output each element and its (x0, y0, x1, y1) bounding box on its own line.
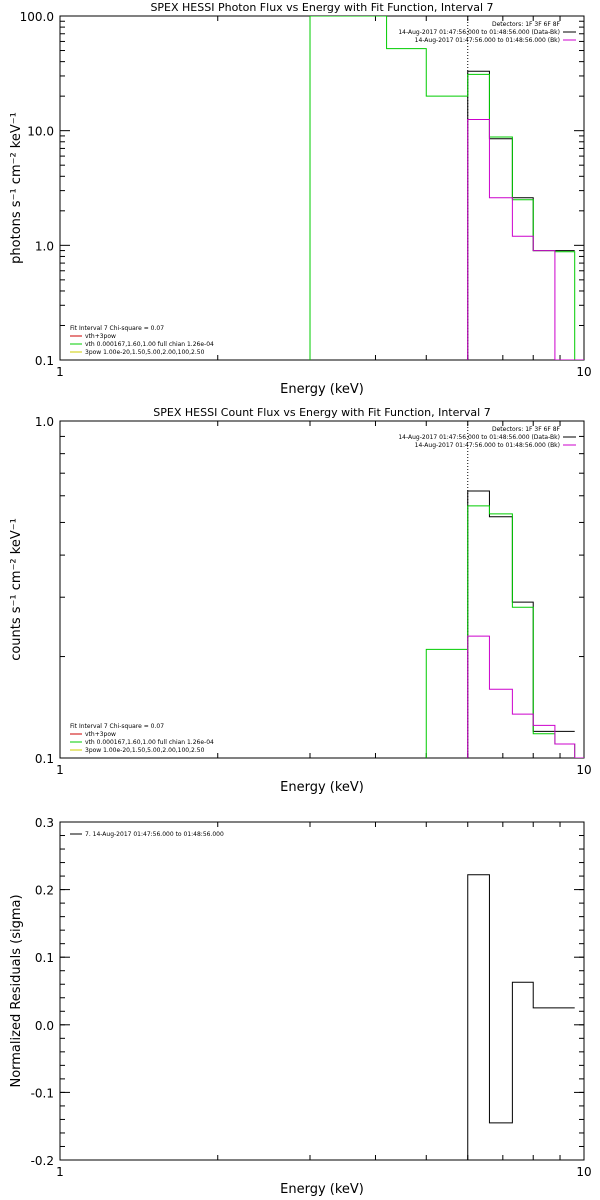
x-tick-label-2-0: 1 (56, 1165, 64, 1179)
series-line-1-2 (467, 635, 584, 758)
x-axis-label-1: Energy (keV) (280, 780, 364, 795)
legend-entry-legend_bottom-1-2: vth 0.000167,1.60,1.00 full chian 1.26e-… (85, 739, 214, 746)
x-tick-label-1-1: 10 (576, 763, 591, 777)
y-tick-label-2-5: 0.3 (35, 816, 54, 830)
y-tick-label-0-2: 10.0 (27, 125, 54, 139)
legend-entry-legend_top-0-1: 14-Aug-2017 01:47:56.000 to 01:48:56.000… (398, 29, 560, 36)
y-tick-label-2-4: 0.2 (35, 884, 54, 898)
legend-entry-legend_bottom-0-3: 3pow 1.00e-20,1.50,5.00,2.00,100,2.50 (85, 349, 205, 356)
legend-entry-legend_top-1-2: 14-Aug-2017 01:47:56.000 to 01:48:56.000… (415, 442, 560, 449)
legend-entry-legend_top-2-0: 7. 14-Aug-2017 01:47:56.000 to 01:48:56.… (85, 831, 224, 838)
x-axis-label-2: Energy (keV) (280, 1182, 364, 1197)
y-axis-label-2: Normalized Residuals (sigma) (9, 894, 24, 1087)
y-axis-label-1: counts s⁻¹ cm⁻² keV⁻¹ (9, 518, 24, 661)
y-tick-label-2-2: 0.0 (35, 1019, 54, 1033)
y-tick-label-2-1: -0.1 (31, 1086, 54, 1100)
y-tick-label-0-1: 1.0 (35, 239, 54, 253)
chart-title-1: SPEX HESSI Count Flux vs Energy with Fit… (153, 406, 490, 419)
legend-entry-legend_bottom-1-0: Fit Interval 7 Chi-square = 0.07 (70, 723, 164, 730)
legend-entry-legend_top-1-1: 14-Aug-2017 01:47:56.000 to 01:48:56.000… (398, 434, 560, 441)
y-axis-label-0: photons s⁻¹ cm⁻² keV⁻¹ (9, 112, 24, 264)
series-line-0-2 (467, 119, 584, 360)
series-line-0-1 (309, 16, 584, 360)
x-tick-label-1-0: 1 (56, 763, 64, 777)
legend-entry-legend_bottom-0-0: Fit Interval 7 Chi-square = 0.07 (70, 325, 164, 332)
series-line-1-1 (425, 505, 584, 758)
series-line-0-0 (467, 70, 575, 360)
y-tick-label-0-0: 0.1 (35, 354, 54, 368)
legend-entry-legend_bottom-0-2: vth 0.000167,1.60,1.00 full chian 1.26e-… (85, 341, 214, 348)
y-tick-label-2-3: 0.1 (35, 951, 54, 965)
plot-frame-1 (59, 420, 585, 759)
y-tick-label-2-0: -0.2 (31, 1154, 54, 1168)
legend-entry-legend_top-1-0: Detectors: 1F 3F 6F 8F (492, 426, 561, 433)
plot-frame-2 (59, 821, 585, 1161)
series-line-2-0 (467, 874, 575, 1160)
legend-entry-legend_bottom-0-1: vth+3pow (85, 333, 116, 340)
x-tick-label-0-1: 10 (576, 365, 591, 379)
plot-frame-0 (59, 15, 585, 361)
legend-entry-legend_bottom-1-3: 3pow 1.00e-20,1.50,5.00,2.00,100,2.50 (85, 747, 205, 754)
x-axis-label-0: Energy (keV) (280, 382, 364, 397)
legend-entry-legend_top-0-2: 14-Aug-2017 01:47:56.000 to 01:48:56.000… (415, 37, 560, 44)
legend-entry-legend_top-0-0: Detectors: 1F 3F 6F 8F (492, 21, 561, 28)
legend-entry-legend_bottom-1-1: vth+3pow (85, 731, 116, 738)
x-tick-label-0-0: 1 (56, 365, 64, 379)
y-tick-label-0-3: 100.0 (20, 10, 54, 24)
x-tick-label-2-1: 10 (576, 1165, 591, 1179)
series-line-1-0 (467, 490, 575, 758)
y-tick-label-1-0: 0.1 (35, 752, 54, 766)
chart-title-0: SPEX HESSI Photon Flux vs Energy with Fi… (150, 1, 493, 14)
y-tick-label-1-1: 1.0 (35, 415, 54, 429)
